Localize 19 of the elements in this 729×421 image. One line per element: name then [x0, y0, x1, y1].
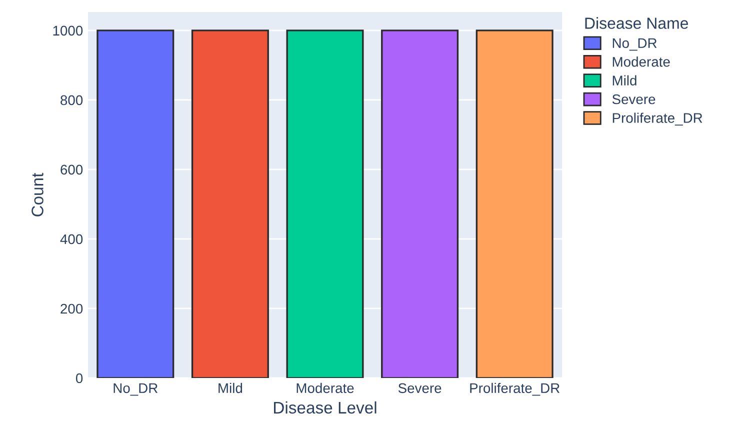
legend-label: Proliferate_DR	[612, 112, 702, 126]
x-tick-label: Proliferate_DR	[470, 382, 560, 396]
y-axis-title: Count	[32, 172, 44, 216]
y-tick-label: 600	[60, 164, 83, 175]
y-tick-label: 0	[76, 373, 83, 384]
x-tick-label: Moderate	[296, 382, 354, 394]
y-tick-label: 1000	[53, 26, 83, 36]
y-tick-label: 400	[60, 234, 83, 244]
legend-label: Mild	[612, 75, 636, 86]
x-tick-label: Severe	[398, 383, 442, 394]
legend-label: No_DR	[612, 38, 657, 51]
x-tick-label: No_DR	[114, 383, 158, 396]
legend-title: Disease Name	[585, 17, 688, 29]
x-tick-label: Mild	[218, 382, 242, 394]
y-tick-label: 800	[60, 95, 83, 106]
y-tick-label: 200	[60, 304, 83, 314]
legend-label: Moderate	[612, 56, 670, 67]
x-axis-title: Disease Level	[274, 401, 376, 414]
legend-label: Severe	[612, 94, 656, 104]
